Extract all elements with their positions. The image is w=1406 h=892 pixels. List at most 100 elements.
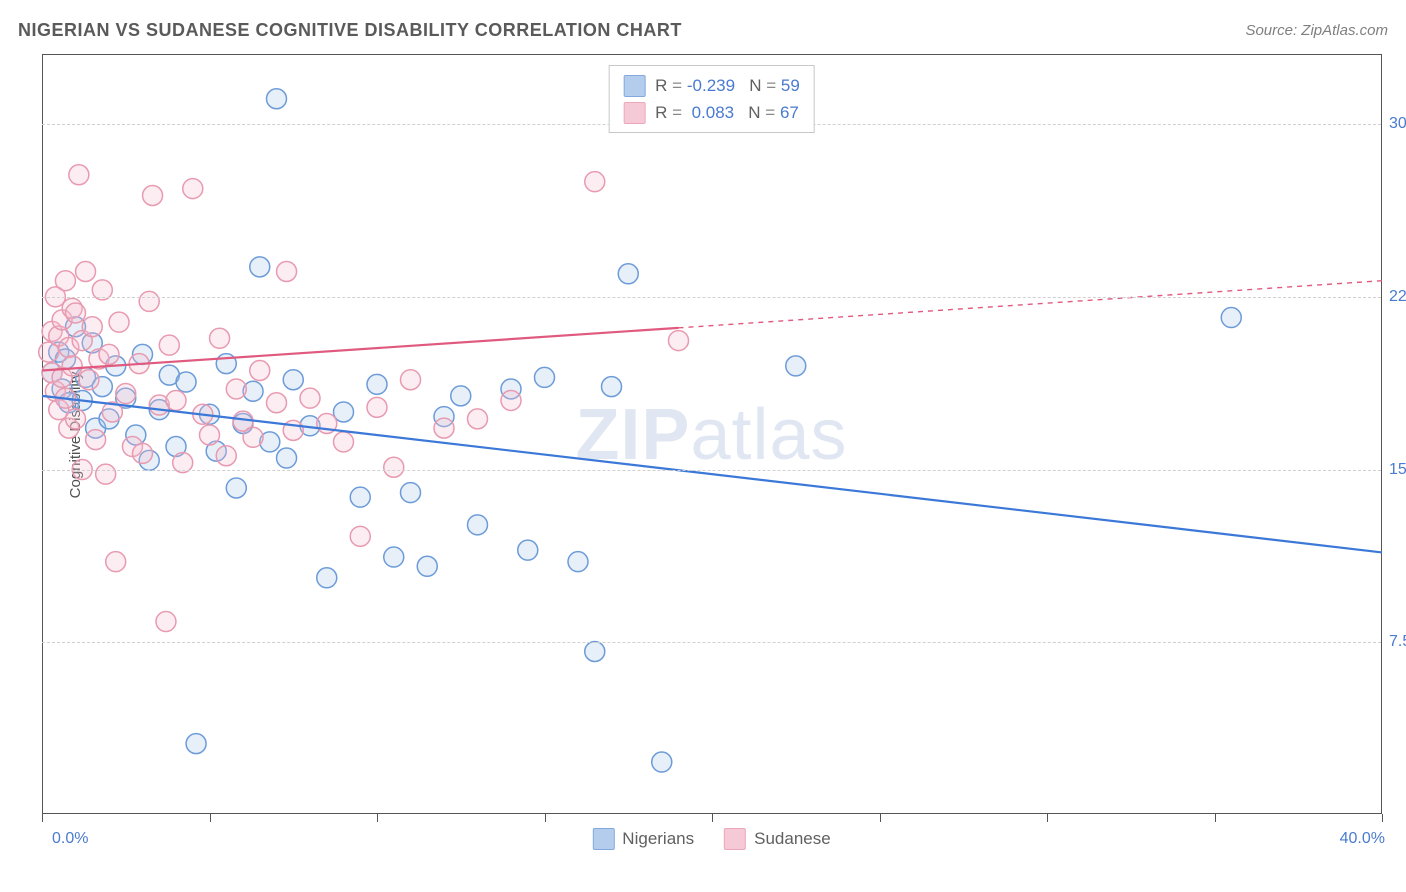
- scatter-point: [76, 261, 96, 281]
- scatter-point: [226, 478, 246, 498]
- legend-item-nigerians: Nigerians: [592, 828, 694, 850]
- scatter-point: [143, 185, 163, 205]
- scatter-point: [250, 361, 270, 381]
- scatter-point: [159, 335, 179, 355]
- swatch-sudanese: [623, 102, 645, 124]
- scatter-point: [176, 372, 196, 392]
- scatter-point: [116, 384, 136, 404]
- x-tick: [712, 814, 713, 822]
- scatter-point: [786, 356, 806, 376]
- scatter-point: [468, 409, 488, 429]
- trend-line-extrapolated: [679, 281, 1383, 328]
- scatter-point: [106, 552, 126, 572]
- scatter-point: [186, 734, 206, 754]
- gridline-h: [42, 470, 1381, 471]
- scatter-point: [417, 556, 437, 576]
- scatter-point: [200, 425, 220, 445]
- plot-area: Cognitive Disability ZIPatlas R = -0.239…: [42, 54, 1382, 814]
- scatter-point: [82, 317, 102, 337]
- x-tick: [1382, 814, 1383, 822]
- scatter-point: [468, 515, 488, 535]
- scatter-point: [602, 377, 622, 397]
- scatter-point: [133, 443, 153, 463]
- scatter-point: [669, 331, 689, 351]
- swatch-nigerians-icon: [592, 828, 614, 850]
- scatter-point: [62, 356, 82, 376]
- scatter-point: [55, 271, 75, 291]
- scatter-point: [243, 427, 263, 447]
- scatter-point: [434, 418, 454, 438]
- scatter-point: [300, 388, 320, 408]
- legend-row-sudanese: R = 0.083 N = 67: [623, 99, 800, 126]
- scatter-point: [585, 172, 605, 192]
- legend-bottom: Nigerians Sudanese: [592, 828, 830, 850]
- scatter-point: [267, 393, 287, 413]
- legend-label-sudanese: Sudanese: [754, 829, 831, 849]
- scatter-point: [226, 379, 246, 399]
- scatter-point: [518, 540, 538, 560]
- scatter-point: [66, 303, 86, 323]
- scatter-point: [618, 264, 638, 284]
- scatter-point: [283, 370, 303, 390]
- scatter-point: [277, 448, 297, 468]
- scatter-point: [384, 547, 404, 567]
- scatter-point: [535, 367, 555, 387]
- scatter-point: [250, 257, 270, 277]
- scatter-point: [334, 432, 354, 452]
- trend-line: [42, 396, 1382, 553]
- scatter-point: [384, 457, 404, 477]
- swatch-sudanese-icon: [724, 828, 746, 850]
- scatter-point: [367, 397, 387, 417]
- scatter-point: [652, 752, 672, 772]
- y-tick-label: 22.5%: [1389, 288, 1406, 306]
- scatter-point: [267, 89, 287, 109]
- scatter-point: [156, 612, 176, 632]
- scatter-point: [216, 446, 236, 466]
- legend-label-nigerians: Nigerians: [622, 829, 694, 849]
- scatter-point: [96, 464, 116, 484]
- scatter-point: [183, 179, 203, 199]
- x-tick: [210, 814, 211, 822]
- scatter-point: [401, 483, 421, 503]
- scatter-point: [585, 641, 605, 661]
- scatter-point: [66, 409, 86, 429]
- scatter-point: [1221, 308, 1241, 328]
- y-tick-label: 30.0%: [1389, 115, 1406, 133]
- x-tick: [880, 814, 881, 822]
- scatter-point: [99, 344, 119, 364]
- gridline-h: [42, 642, 1381, 643]
- scatter-point: [86, 430, 106, 450]
- scatter-point: [350, 526, 370, 546]
- y-tick-label: 7.5%: [1389, 633, 1406, 651]
- legend-correlation: R = -0.239 N = 59 R = 0.083 N = 67: [608, 65, 815, 133]
- x-tick: [1215, 814, 1216, 822]
- legend-item-sudanese: Sudanese: [724, 828, 831, 850]
- x-tick: [377, 814, 378, 822]
- y-tick-label: 15.0%: [1389, 461, 1406, 479]
- scatter-point: [139, 291, 159, 311]
- gridline-h: [42, 297, 1381, 298]
- scatter-point: [69, 165, 89, 185]
- scatter-point: [317, 568, 337, 588]
- scatter-point: [210, 328, 230, 348]
- scatter-point: [451, 386, 471, 406]
- x-tick: [42, 814, 43, 822]
- scatter-svg: [42, 55, 1381, 814]
- chart-title: NIGERIAN VS SUDANESE COGNITIVE DISABILIT…: [18, 20, 682, 41]
- scatter-point: [109, 312, 129, 332]
- x-max-label: 40.0%: [1340, 830, 1385, 848]
- scatter-point: [401, 370, 421, 390]
- scatter-point: [166, 390, 186, 410]
- scatter-point: [277, 261, 297, 281]
- swatch-nigerians: [623, 75, 645, 97]
- x-tick: [1047, 814, 1048, 822]
- scatter-point: [350, 487, 370, 507]
- legend-row-nigerians: R = -0.239 N = 59: [623, 72, 800, 99]
- scatter-point: [568, 552, 588, 572]
- x-tick: [545, 814, 546, 822]
- scatter-point: [79, 370, 99, 390]
- scatter-point: [367, 374, 387, 394]
- x-origin-label: 0.0%: [52, 830, 88, 848]
- source-label: Source: ZipAtlas.com: [1245, 22, 1388, 39]
- scatter-point: [501, 390, 521, 410]
